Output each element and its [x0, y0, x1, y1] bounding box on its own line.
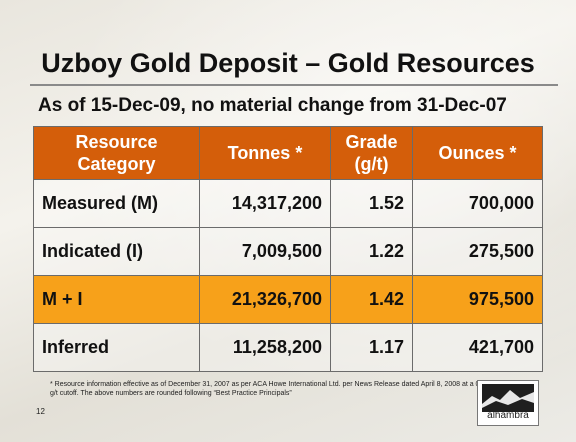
cell-tonnes: 14,317,200 — [199, 179, 331, 228]
cell-tonnes: 11,258,200 — [199, 323, 331, 372]
table-row-m-plus-i: M + I 21,326,700 1.42 975,500 — [33, 275, 543, 324]
cell-grade: 1.52 — [330, 179, 413, 228]
cell-grade: 1.17 — [330, 323, 413, 372]
slide-subtitle: As of 15-Dec-09, no material change from… — [38, 95, 507, 116]
footnote: * Resource information effective as of D… — [50, 381, 490, 397]
page-number: 12 — [36, 407, 45, 416]
cell-tonnes: 7,009,500 — [199, 227, 331, 276]
header-ounces: Ounces * — [412, 126, 543, 180]
table-row-measured: Measured (M) 14,317,200 1.52 700,000 — [33, 179, 543, 228]
cell-ounces: 975,500 — [412, 275, 543, 324]
table-row-inferred: Inferred 11,258,200 1.17 421,700 — [33, 323, 543, 372]
header-grade: Grade (g/t) — [330, 126, 413, 180]
cell-category: Inferred — [33, 323, 200, 372]
resources-table: Resource Category Tonnes * Grade (g/t) O… — [33, 126, 543, 372]
cell-ounces: 275,500 — [412, 227, 543, 276]
cell-tonnes: 21,326,700 — [199, 275, 331, 324]
cell-category: M + I — [33, 275, 200, 324]
cell-category: Indicated (I) — [33, 227, 200, 276]
mountain-logo-icon — [482, 384, 534, 412]
alhambra-logo: alhambra — [477, 380, 539, 426]
cell-ounces: 700,000 — [412, 179, 543, 228]
table-header-row: Resource Category Tonnes * Grade (g/t) O… — [33, 126, 543, 180]
title-divider — [30, 84, 558, 86]
slide-title: Uzboy Gold Deposit – Gold Resources — [41, 48, 535, 78]
cell-grade: 1.22 — [330, 227, 413, 276]
header-tonnes: Tonnes * — [199, 126, 331, 180]
header-resource-category: Resource Category — [33, 126, 200, 180]
cell-ounces: 421,700 — [412, 323, 543, 372]
cell-grade: 1.42 — [330, 275, 413, 324]
cell-category: Measured (M) — [33, 179, 200, 228]
logo-text: alhambra — [487, 410, 529, 421]
table-row-indicated: Indicated (I) 7,009,500 1.22 275,500 — [33, 227, 543, 276]
